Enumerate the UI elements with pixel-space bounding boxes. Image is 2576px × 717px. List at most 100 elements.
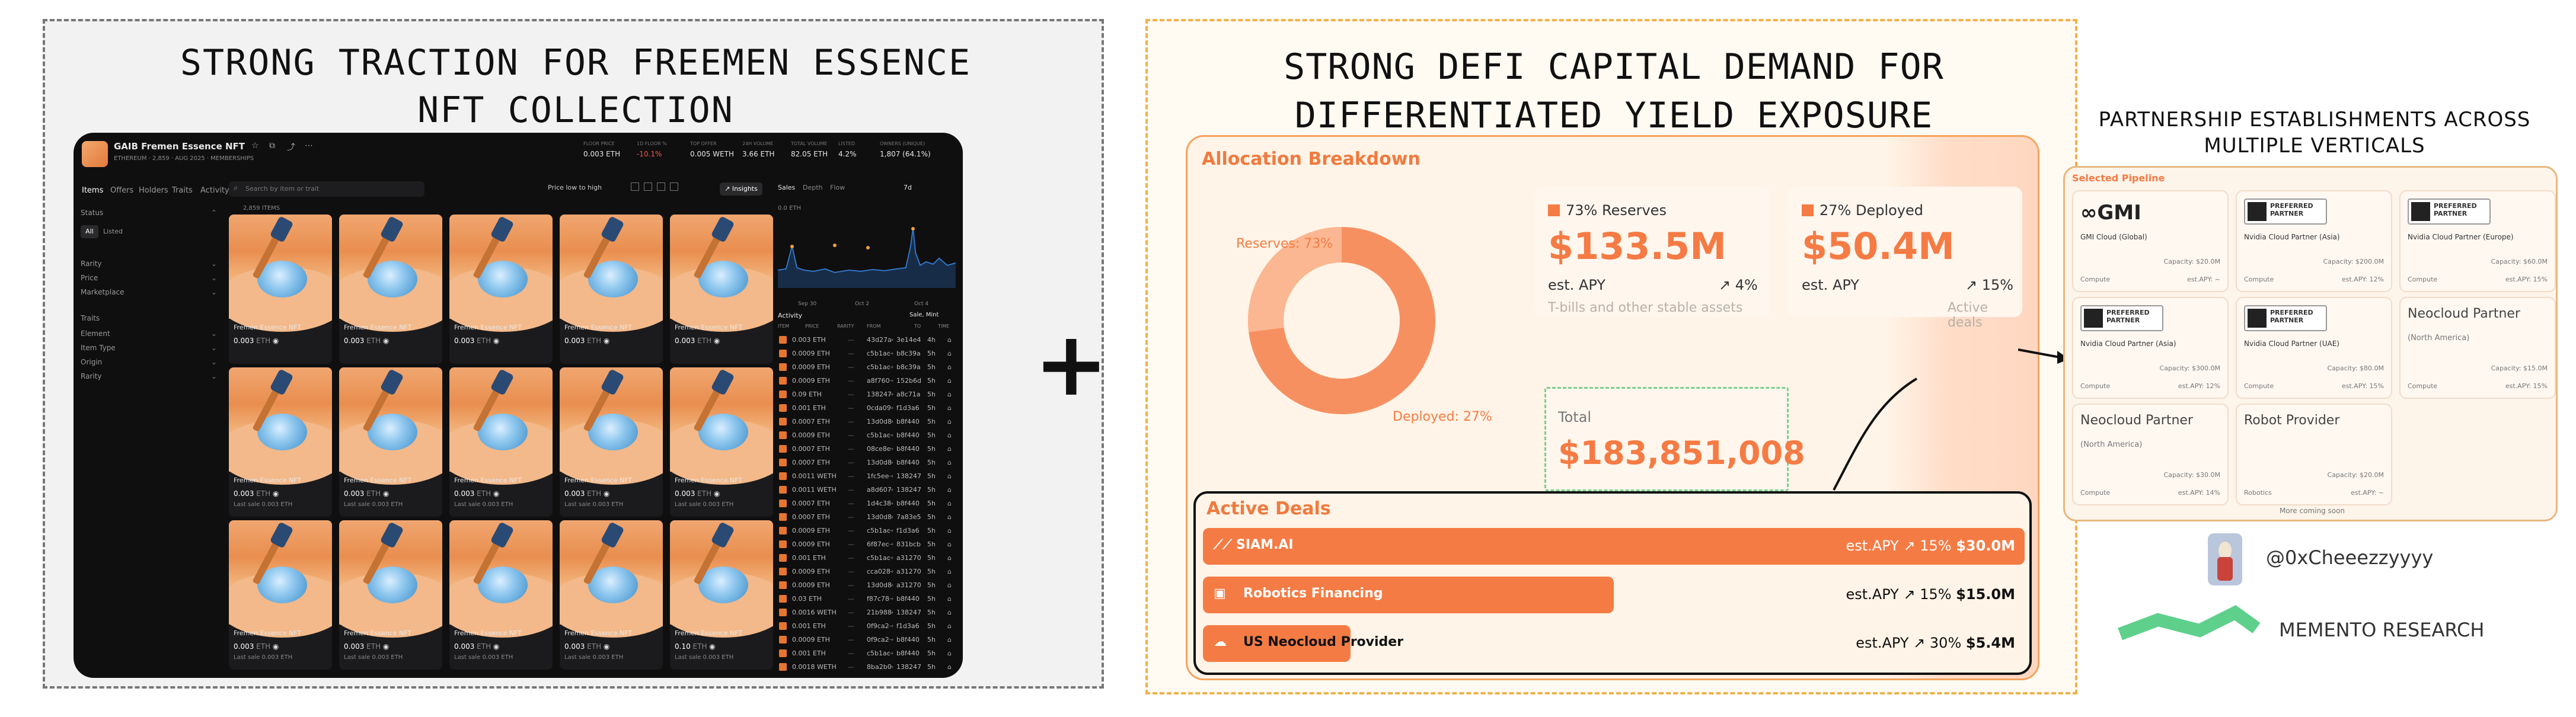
activity-row[interactable]: 0.001 ETH 0cda09 f1d3a6 5h — → ⌂ — [778, 401, 962, 415]
more-icon[interactable]: ⋯ — [305, 141, 313, 151]
search-input[interactable]: ⌕ Search by item or trait — [229, 181, 424, 197]
tab-activity[interactable]: Activity — [200, 186, 229, 195]
cart-icon[interactable]: ⌂ — [947, 609, 952, 616]
nft-card[interactable]: Fremen Essence NFT 0.003 ETH ◉ — [670, 215, 773, 364]
activity-row[interactable]: 0.03 ETH f87c78 b8f440 5h — → ⌂ — [778, 592, 962, 606]
status-all-button[interactable]: All — [81, 225, 98, 238]
activity-row[interactable]: 0.0009 ETH 0f9ca2 b8f440 5h — → ⌂ — [778, 633, 962, 647]
trait-element[interactable]: Element ⌄ — [81, 329, 217, 338]
tab-offers[interactable]: Offers — [110, 186, 134, 195]
deal-bar[interactable] — [1203, 625, 1351, 662]
cart-icon[interactable]: ⌂ — [947, 336, 952, 344]
table-view-icon[interactable] — [670, 183, 679, 191]
cart-icon[interactable]: ⌂ — [947, 554, 952, 562]
status-filter-header[interactable]: Status ⌃ — [81, 209, 217, 217]
range-select[interactable]: 7d — [904, 184, 912, 191]
tab-holders[interactable]: Holders — [139, 186, 168, 195]
activity-row[interactable]: 0.0007 ETH 1d4c38 b8f440 5h — → ⌂ — [778, 497, 962, 511]
cart-icon[interactable]: ⌂ — [947, 513, 952, 521]
activity-row[interactable]: 0.0011 WETH a8d607 138247 5h — → ⌂ — [778, 483, 962, 497]
nft-card[interactable]: Fremen Essence NFT 0.003 ETH ◉ — [339, 215, 442, 364]
partner-card[interactable]: PREFERRED PARTNER Nvidia Cloud Partner (A… — [2072, 297, 2229, 399]
nft-card[interactable]: Fremen Essence NFT 0.003 ETH ◉ Last sale 0… — [339, 367, 442, 517]
deal-bar[interactable] — [1203, 528, 2025, 565]
activity-row[interactable]: 0.0016 WETH 21b988 138247 5h — → ⌂ — [778, 606, 962, 620]
partner-card[interactable]: PREFERRED PARTNER Nvidia Cloud Partner (A… — [2236, 190, 2392, 292]
sort-select[interactable]: Price low to high — [548, 184, 602, 191]
sales-filter-select[interactable]: Sale, Mint — [909, 312, 939, 318]
partner-card[interactable]: Neocloud Partner (North America) Capacity:… — [2072, 404, 2229, 505]
grid-view-icon[interactable] — [631, 183, 639, 191]
grid-large-icon[interactable] — [644, 183, 653, 191]
cart-icon[interactable]: ⌂ — [947, 568, 952, 575]
copy-icon[interactable]: ⧉ — [269, 141, 275, 151]
cart-icon[interactable]: ⌂ — [947, 390, 952, 398]
cart-icon[interactable]: ⌂ — [947, 445, 952, 453]
activity-row[interactable]: 0.0009 ETH a8f760 152b6d 5h — → ⌂ — [778, 374, 962, 388]
cart-icon[interactable]: ⌂ — [947, 486, 952, 494]
nft-card[interactable]: Fremen Essence NFT 0.10 ETH ◉ Last sale 0.… — [670, 520, 773, 670]
insights-button[interactable]: ↗ Insights — [720, 183, 762, 196]
view-toggle-group[interactable] — [631, 183, 690, 196]
cart-icon[interactable]: ⌂ — [947, 500, 952, 507]
filter-price[interactable]: Price ⌄ — [81, 274, 217, 282]
nft-card[interactable]: Fremen Essence NFT 0.003 ETH ◉ Last sale 0… — [560, 520, 663, 670]
tab-depth[interactable]: Depth — [803, 184, 823, 191]
cart-icon[interactable]: ⌂ — [947, 622, 952, 630]
nft-card[interactable]: Fremen Essence NFT 0.003 ETH ◉ Last sale 0… — [229, 520, 332, 670]
partner-card[interactable]: PREFERRED PARTNER Nvidia Cloud Partner (E… — [2399, 190, 2556, 292]
activity-row[interactable]: 0.0018 WETH 8ba2b0 138247 5h — → ⌂ — [778, 660, 962, 674]
cart-icon[interactable]: ⌂ — [947, 459, 952, 466]
partner-card[interactable]: ∞GMI GMI Cloud (Global) Capacity: $20.0M Co… — [2072, 190, 2229, 292]
list-view-icon[interactable] — [657, 183, 666, 191]
nft-card[interactable]: Fremen Essence NFT 0.003 ETH ◉ Last sale 0… — [339, 520, 442, 670]
trait-rarity[interactable]: Rarity ⌄ — [81, 372, 217, 380]
activity-row[interactable]: 0.0007 ETH 08ce8e b8f440 5h — → ⌂ — [778, 442, 962, 456]
filter-marketplace[interactable]: Marketplace ⌄ — [81, 288, 217, 296]
activity-row[interactable]: 0.0009 ETH 13d0d8 a31270 5h — → ⌂ — [778, 578, 962, 593]
partner-card[interactable]: PREFERRED PARTNER Nvidia Cloud Partner (U… — [2236, 297, 2392, 399]
tab-items[interactable]: Items — [82, 186, 104, 195]
nft-card[interactable]: Fremen Essence NFT 0.003 ETH ◉ — [229, 215, 332, 364]
tab-sales[interactable]: Sales — [778, 184, 796, 191]
activity-row[interactable]: 0.001 ETH c5b1ac a31270 5h — → ⌂ — [778, 551, 962, 565]
activity-row[interactable]: 0.0007 ETH 13d0d8 b8f440 5h — → ⌂ — [778, 415, 962, 429]
nft-card[interactable]: Fremen Essence NFT 0.003 ETH ◉ Last sale 0… — [449, 520, 553, 670]
star-icon[interactable]: ☆ — [251, 141, 259, 151]
cart-icon[interactable]: ⌂ — [947, 527, 952, 534]
cart-icon[interactable]: ⌂ — [947, 472, 952, 480]
cart-icon[interactable]: ⌂ — [947, 581, 952, 589]
tab-traits[interactable]: Traits — [172, 186, 193, 195]
tab-flow[interactable]: Flow — [830, 184, 845, 191]
share-icon[interactable]: ⤴ — [287, 143, 295, 152]
activity-row[interactable]: 0.0009 ETH c5b1ac b8c39a 5h — → ⌂ — [778, 360, 962, 374]
nft-card[interactable]: Fremen Essence NFT 0.003 ETH ◉ Last sale 0… — [229, 367, 332, 517]
activity-row[interactable]: 0.0007 ETH 13d0d8 b8f440 5h — → ⌂ — [778, 456, 962, 470]
activity-row[interactable]: 0.09 ETH 138247 a8c71a 5h — → ⌂ — [778, 388, 962, 402]
deal-bar[interactable] — [1203, 577, 1614, 613]
nft-card[interactable]: Fremen Essence NFT 0.003 ETH ◉ — [560, 215, 663, 364]
nft-card[interactable]: Fremen Essence NFT 0.003 ETH ◉ — [449, 215, 553, 364]
nft-card[interactable]: Fremen Essence NFT 0.003 ETH ◉ Last sale 0… — [670, 367, 773, 517]
cart-icon[interactable]: ⌂ — [947, 418, 952, 425]
cart-icon[interactable]: ⌂ — [947, 595, 952, 603]
cart-icon[interactable]: ⌂ — [947, 363, 952, 371]
activity-row[interactable]: 0.0009 ETH c5b1ac f1d3a6 5h — → ⌂ — [778, 524, 962, 538]
cart-icon[interactable]: ⌂ — [947, 540, 952, 548]
activity-row[interactable]: 0.0011 WETH 1fc5ee 138247 5h — → ⌂ — [778, 469, 962, 484]
activity-row[interactable]: 0.0007 ETH 13d0d8 7a83e5 5h — → ⌂ — [778, 510, 962, 524]
activity-row[interactable]: 0.001 ETH 0f9ca2 f1d3a6 5h — → ⌂ — [778, 619, 962, 633]
trait-item-type[interactable]: Item Type ⌄ — [81, 344, 217, 352]
cart-icon[interactable]: ⌂ — [947, 350, 952, 357]
activity-row[interactable]: 0.0009 ETH cca028 a31270 5h — → ⌂ — [778, 565, 962, 579]
nft-card[interactable]: Fremen Essence NFT 0.003 ETH ◉ Last sale 0… — [449, 367, 553, 517]
cart-icon[interactable]: ⌂ — [947, 377, 952, 385]
cart-icon[interactable]: ⌂ — [947, 431, 952, 439]
partner-card[interactable]: Neocloud Partner (North America) Capacity:… — [2399, 297, 2556, 399]
cart-icon[interactable]: ⌂ — [947, 649, 952, 657]
trait-origin[interactable]: Origin ⌄ — [81, 358, 217, 366]
activity-row[interactable]: 0.0009 ETH c5b1ac b8f440 5h — → ⌂ — [778, 428, 962, 443]
cart-icon[interactable]: ⌂ — [947, 636, 952, 644]
nft-card[interactable]: Fremen Essence NFT 0.003 ETH ◉ Last sale 0… — [560, 367, 663, 517]
cart-icon[interactable]: ⌂ — [947, 663, 952, 671]
